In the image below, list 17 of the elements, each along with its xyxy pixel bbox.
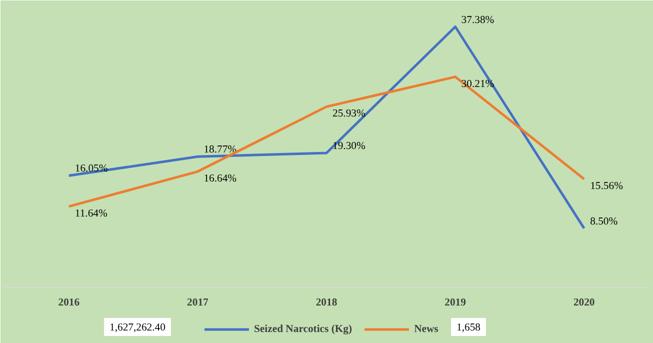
data-label: 8.50% xyxy=(590,216,618,228)
data-label: 19.30% xyxy=(332,140,366,152)
text: 1,658 xyxy=(456,322,480,334)
text: 1,627,262.40 xyxy=(110,322,166,334)
data-label: 11.64% xyxy=(74,208,108,220)
data-label: 37.38% xyxy=(461,14,494,26)
x-tick-label: 2019 xyxy=(444,298,466,309)
data-label: 25.93% xyxy=(332,108,366,120)
legend-label: Seized Narcotics (Kg) xyxy=(254,324,352,334)
data-label: 16.64% xyxy=(204,174,237,185)
data-label: 15.56% xyxy=(590,181,624,192)
x-tick-label: 2017 xyxy=(187,298,210,309)
x-tick-label: 2016 xyxy=(58,298,80,309)
x-tick-label: 2018 xyxy=(316,298,338,309)
x-tick-label: 2020 xyxy=(573,298,595,309)
data-label: 18.77% xyxy=(204,144,237,156)
legend-label: News xyxy=(414,324,438,334)
